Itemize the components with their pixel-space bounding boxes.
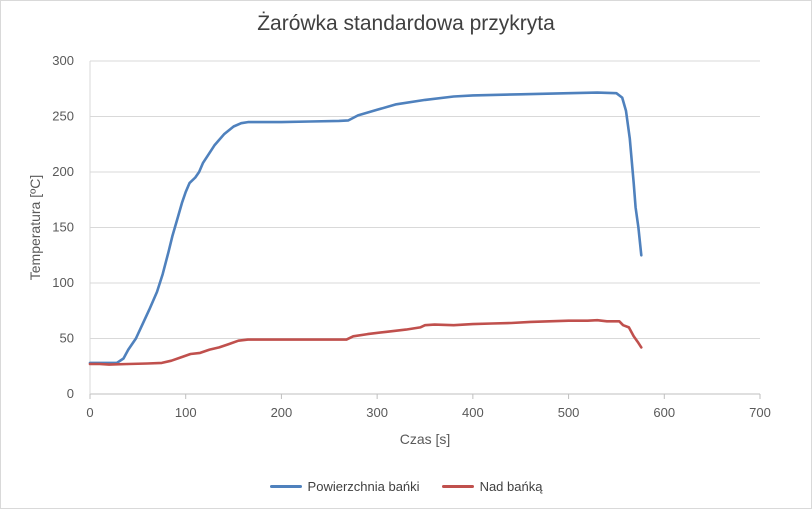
legend-swatch-above xyxy=(441,485,474,488)
y-tick-label: 100 xyxy=(52,275,74,290)
legend-item-surface: Powierzchnia bańki xyxy=(269,479,420,494)
series-line-surface xyxy=(88,91,643,365)
legend-swatch-surface xyxy=(269,485,302,488)
x-tick-label: 500 xyxy=(558,405,580,420)
x-tick-label: 100 xyxy=(175,405,197,420)
legend: Powierzchnia bańki Nad bańką xyxy=(0,479,812,494)
chart-title: Żarówka standardowa przykryta xyxy=(257,12,555,35)
y-tick-label: 250 xyxy=(52,109,74,124)
x-tick-label: 400 xyxy=(462,405,484,420)
y-tick-label: 200 xyxy=(52,164,74,179)
y-axis-title: Temperatura [ºC] xyxy=(27,175,43,281)
legend-label-above: Nad bańką xyxy=(479,479,543,494)
y-tick-label: 300 xyxy=(52,53,74,68)
x-tick-label: 700 xyxy=(749,405,771,420)
series-line-above xyxy=(88,318,643,366)
legend-item-above: Nad bańką xyxy=(441,479,543,494)
y-tick-label: 50 xyxy=(60,331,74,346)
x-tick-label: 200 xyxy=(271,405,293,420)
x-tick-label: 0 xyxy=(86,405,93,420)
x-tick-label: 600 xyxy=(653,405,675,420)
y-tick-label: 0 xyxy=(67,386,74,401)
legend-label-surface: Powierzchnia bańki xyxy=(307,479,420,494)
x-tick-label: 300 xyxy=(366,405,388,420)
y-tick-label: 150 xyxy=(52,220,74,235)
x-axis-title: Czas [s] xyxy=(400,431,451,447)
